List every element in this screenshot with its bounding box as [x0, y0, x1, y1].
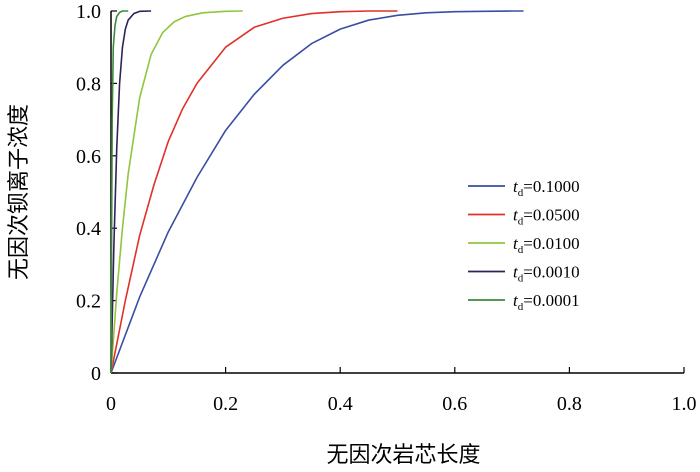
legend-label-subscript: d: [518, 244, 524, 256]
x-axis-title: 无因次岩芯长度: [326, 443, 480, 468]
series-line-2: [110, 10, 243, 374]
legend-label-subscript: d: [518, 187, 524, 199]
y-tick-label: 0.8: [76, 73, 101, 95]
y-tick-label: 0.6: [76, 146, 101, 168]
legend-label-symbol: t: [513, 206, 519, 225]
y-axis-title: 无因次钡离子浓度: [7, 104, 32, 280]
x-tick-label: 0: [106, 393, 116, 415]
legend-label-value: =0.0500: [523, 206, 579, 225]
legend-label-0: td=0.1000: [513, 177, 580, 199]
series-line-3: [110, 10, 152, 374]
legend-label-2: td=0.0100: [513, 234, 580, 256]
y-tick-label: 0.4: [76, 218, 101, 240]
legend-label-symbol: t: [513, 177, 519, 196]
y-tick-label: 0.2: [76, 291, 101, 313]
legend-label-value: =0.0001: [523, 291, 579, 310]
series-line-4: [110, 10, 129, 374]
legend-label-value: =0.0100: [523, 234, 579, 253]
legend-label-subscript: d: [518, 273, 524, 285]
x-tick-label: 0.8: [557, 393, 582, 415]
legend-label-symbol: t: [513, 263, 519, 282]
x-tick-label: 0.6: [442, 393, 467, 415]
series-line-1: [110, 10, 398, 374]
x-tick-label: 0.2: [213, 393, 238, 415]
legend-label-subscript: d: [518, 301, 524, 313]
y-tick-label: 1.0: [76, 1, 101, 23]
legend-label-symbol: t: [513, 234, 519, 253]
series-line-0: [110, 10, 524, 374]
x-tick-label: 0.4: [328, 393, 353, 415]
y-tick-label: 0: [91, 363, 101, 385]
legend-label-4: td=0.0001: [513, 291, 580, 313]
legend-label-symbol: t: [513, 291, 519, 310]
legend-label-value: =0.0010: [523, 263, 579, 282]
legend-label-subscript: d: [518, 216, 524, 228]
x-tick-label: 1.0: [672, 393, 697, 415]
legend-label-1: td=0.0500: [513, 206, 580, 228]
legend-label-3: td=0.0010: [513, 263, 580, 285]
legend-label-value: =0.1000: [523, 177, 579, 196]
